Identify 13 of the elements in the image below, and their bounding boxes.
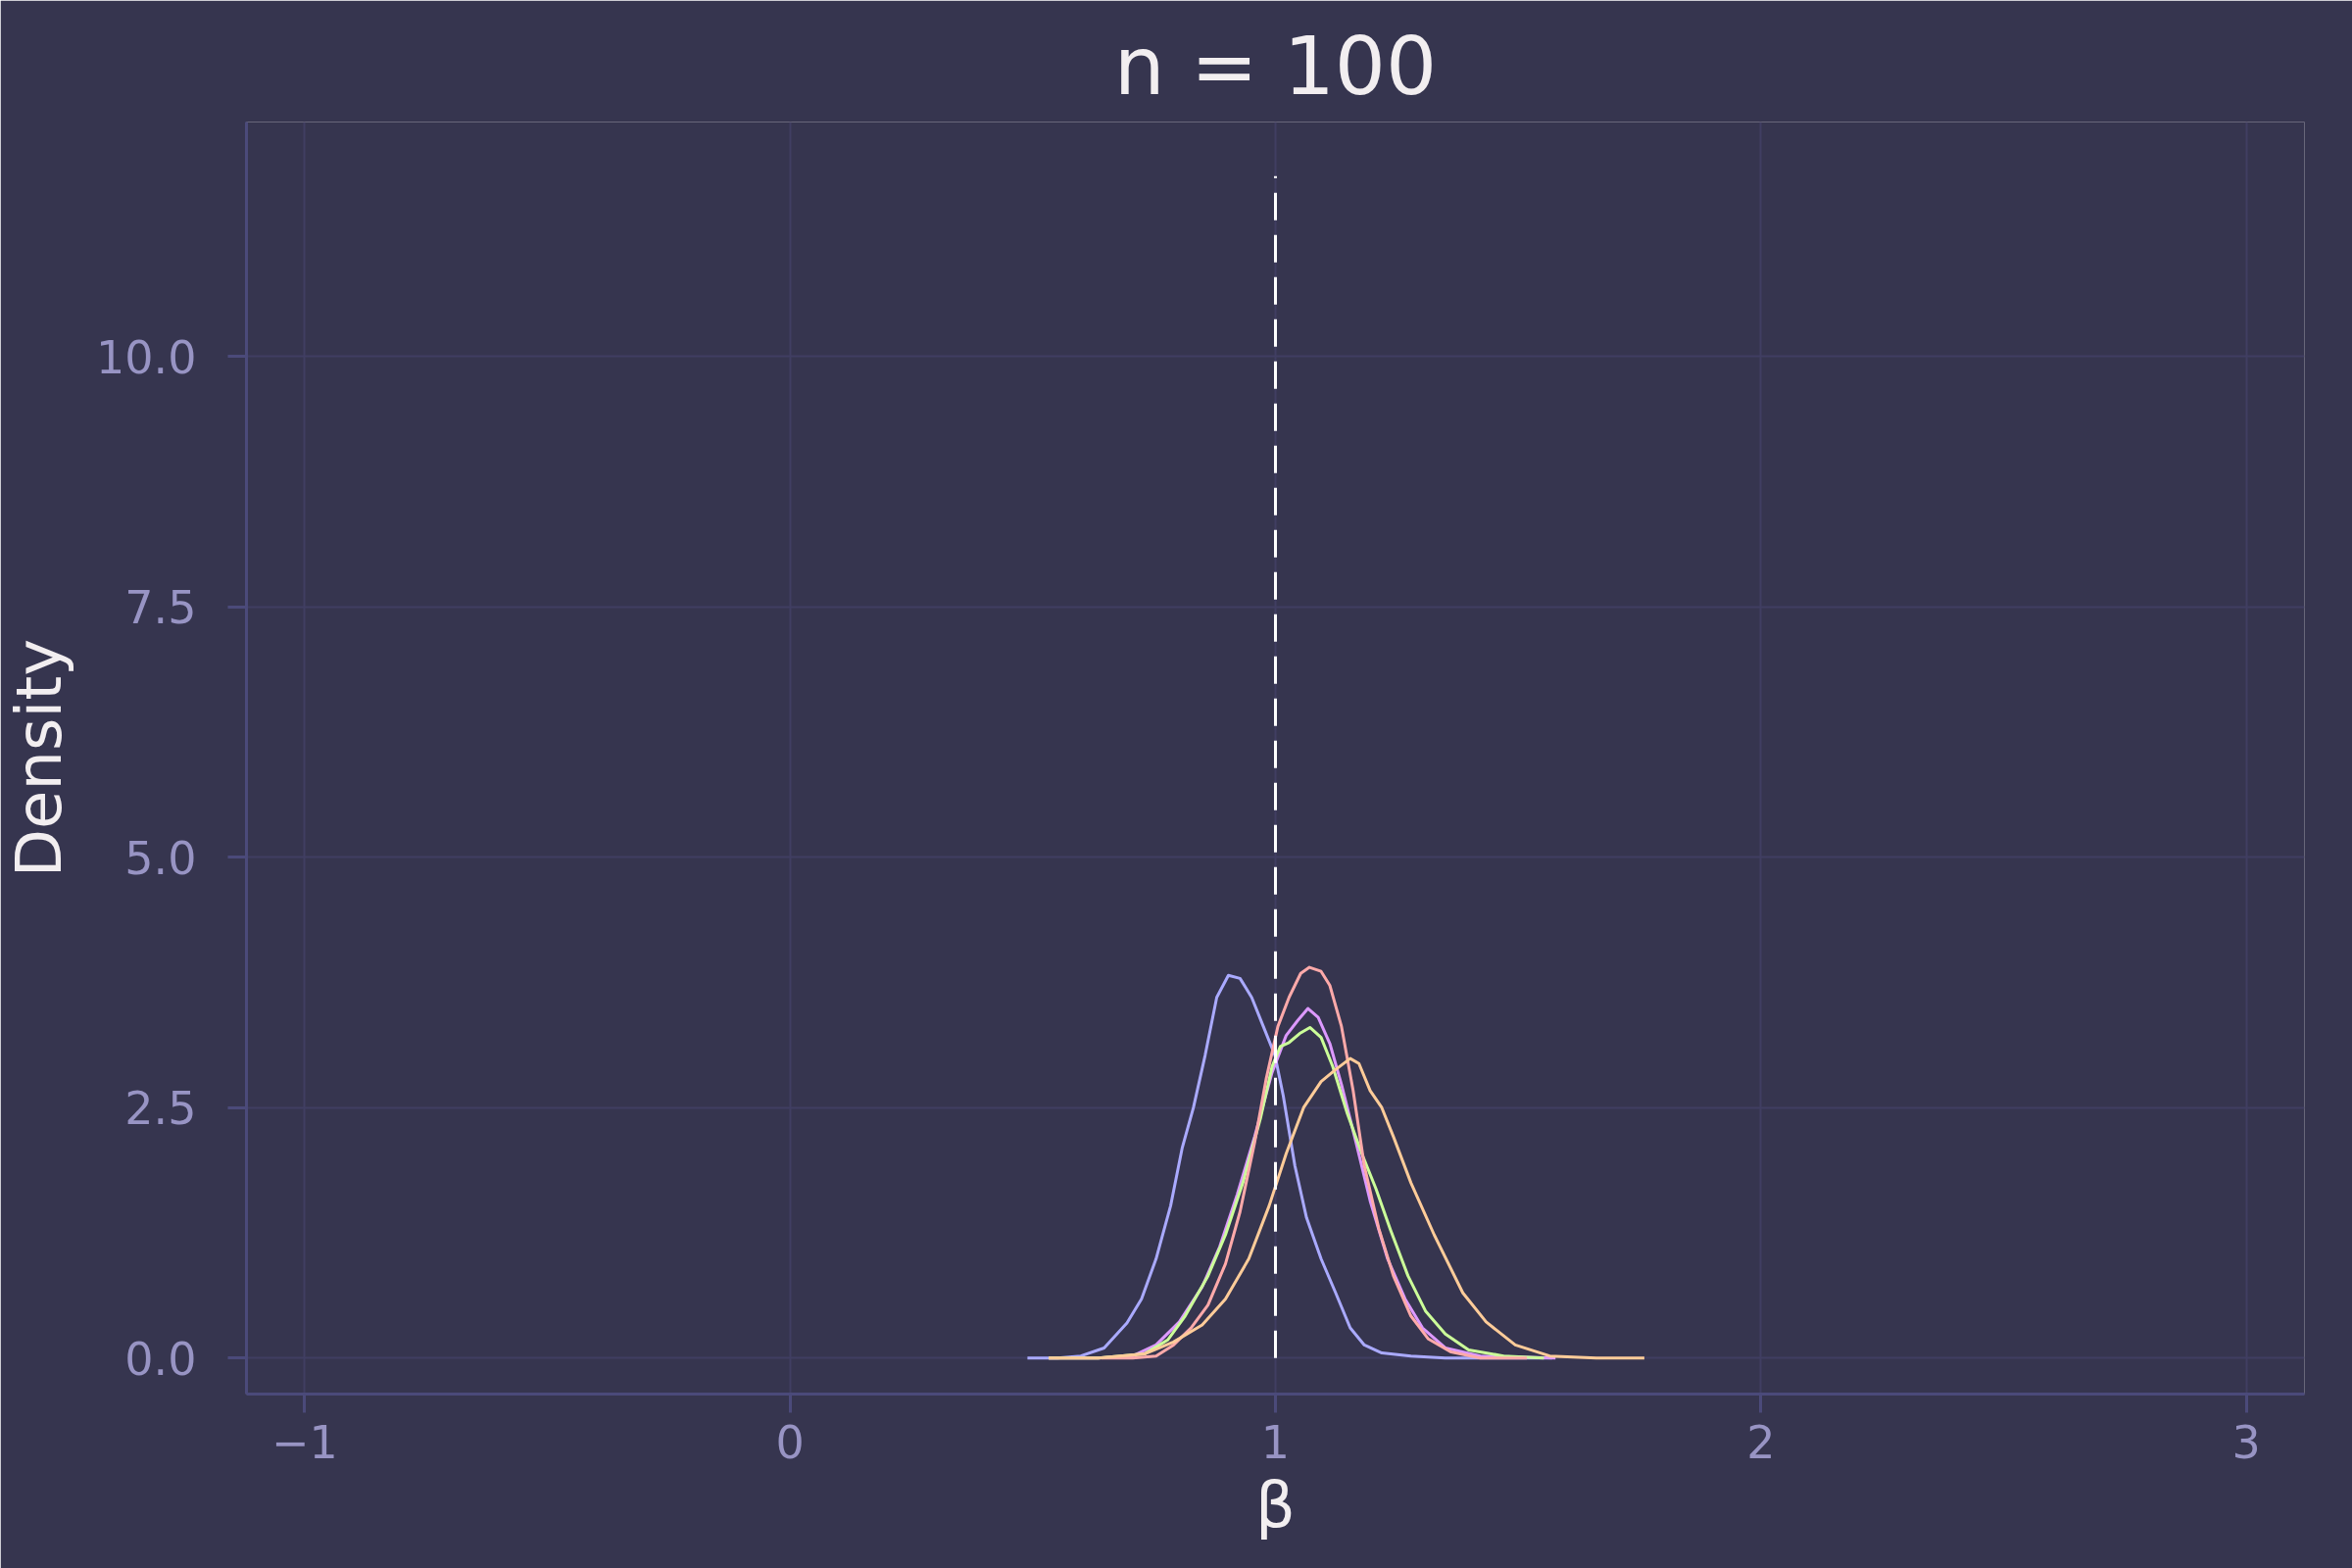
y-axis-title: Density bbox=[3, 638, 76, 878]
x-tick-label: 3 bbox=[2231, 1415, 2261, 1469]
chart-title: n = 100 bbox=[1113, 19, 1438, 113]
y-tick-label: 7.5 bbox=[124, 581, 197, 635]
x-tick-label: 1 bbox=[1260, 1415, 1291, 1469]
y-tick-label: 10.0 bbox=[96, 330, 197, 384]
y-tick-label: 0.0 bbox=[124, 1332, 197, 1386]
x-tick-label: 2 bbox=[1746, 1415, 1776, 1469]
x-tick-label: −1 bbox=[271, 1415, 338, 1469]
x-axis-title: β bbox=[1255, 1468, 1296, 1542]
y-tick-label: 5.0 bbox=[124, 831, 197, 885]
y-tick-label: 2.5 bbox=[124, 1082, 197, 1136]
x-tick-label: 0 bbox=[775, 1415, 805, 1469]
